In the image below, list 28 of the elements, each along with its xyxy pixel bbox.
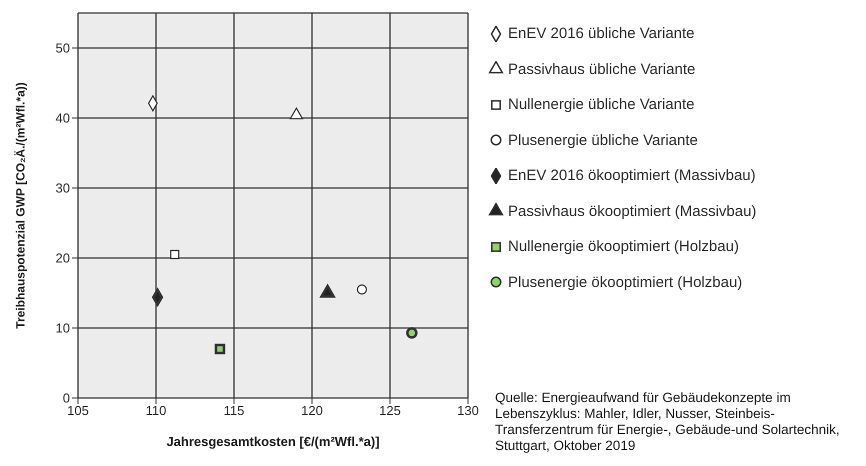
- legend-label: EnEV 2016 ökooptimiert (Massivbau): [508, 167, 756, 184]
- legend-label: EnEV 2016 übliche Variante: [508, 25, 695, 42]
- legend-label: Plusenergie ökooptimiert (Holzbau): [508, 274, 742, 291]
- y-tick-label: 0: [62, 390, 70, 406]
- x-tick-label: 120: [301, 403, 323, 418]
- legend-label: Nullenergie ökooptimiert (Holzbau): [508, 238, 739, 256]
- point: [406, 327, 418, 339]
- legend-label: Passivhaus übliche Variante: [508, 60, 696, 78]
- y-tick-label: 40: [56, 110, 70, 126]
- point: [356, 284, 368, 295]
- x-axis-title: Jahresgesamtkosten [€/(m²Wfl.*a)]: [166, 434, 380, 449]
- point: [214, 344, 226, 354]
- point: [170, 250, 180, 260]
- legend-label: Passivhaus ökooptimiert (Massivbau): [508, 202, 756, 220]
- y-tick-label: 30: [56, 180, 70, 196]
- x-tick-label: 130: [457, 403, 479, 418]
- x-tick-label: 115: [224, 403, 244, 418]
- y-tick-label: 50: [56, 40, 70, 56]
- legend-label: Nullenergie übliche Variante: [508, 96, 695, 114]
- x-tick-label: 110: [146, 403, 166, 418]
- point: [290, 108, 304, 120]
- source-note: Quelle: Energieaufwand für Gebäudekonzepte im Lebenszyklus: Mahler, Idler, Nusser, Steinbeis-Transferzentrum für Energie-, Gebäude-und Solartechnik, Stuttgart, Oktober 2019: [495, 390, 841, 454]
- x-tick-label: 125: [379, 403, 401, 418]
- y-axis-title: Treibhauspotenzial GWP [CO₂Ä./(m²Wfl.*a)): [13, 82, 28, 329]
- y-tick-label: 10: [56, 320, 70, 336]
- x-tick-label: 105: [67, 403, 89, 418]
- y-tick-label: 20: [56, 250, 70, 266]
- legend-label: Plusenergie übliche Variante: [508, 132, 698, 149]
